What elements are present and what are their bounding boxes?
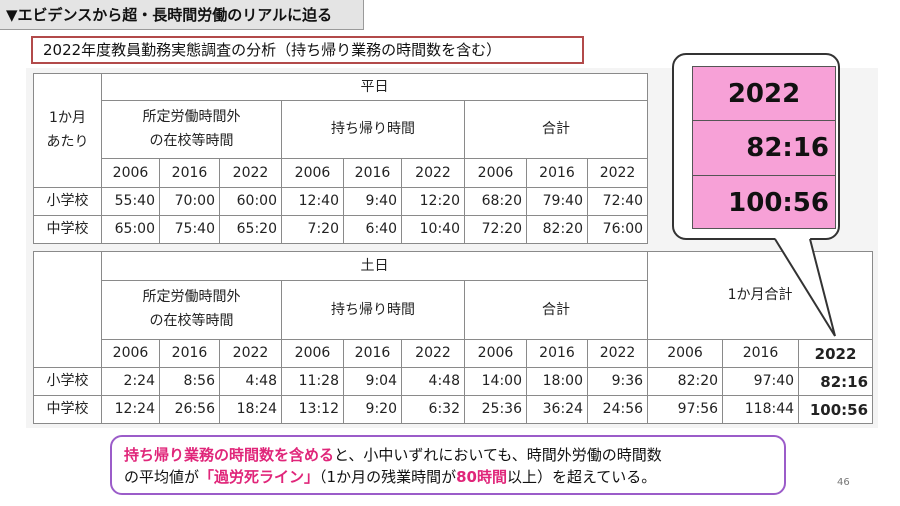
year-header: 2016 bbox=[159, 339, 220, 368]
monthly-total-header: 1か月合計 bbox=[647, 251, 874, 340]
table-row: 中学校 12:24 26:56 18:24 13:12 9:20 6:32 25… bbox=[33, 395, 874, 424]
table-cell: 12:20 bbox=[401, 187, 465, 216]
summary-box: 持ち帰り業務の時間数を含めると、小中いずれにおいても、時間外労働の時間数 の平均… bbox=[110, 435, 786, 495]
year-header: 2022 bbox=[401, 339, 465, 368]
row-label: 小学校 bbox=[33, 187, 102, 216]
callout-elementary-value: 82:16 bbox=[693, 121, 835, 176]
analysis-title: 2022年度教員勤務実態調査の分析（持ち帰り業務の時間数を含む） bbox=[31, 36, 584, 64]
summary-highlight-karoshi-line: 「過労死ライン」 bbox=[199, 468, 320, 486]
weekend-group-total: 合計 bbox=[463, 280, 649, 340]
table-cell: 36:24 bbox=[526, 395, 588, 424]
year-header: 2022 bbox=[586, 339, 649, 368]
table-cell: 7:20 bbox=[281, 215, 344, 244]
summary-text: 以上）を超えている。 bbox=[506, 468, 657, 486]
weekend-group-overtime: 所定労働時間外 の在校等時間 bbox=[101, 280, 282, 340]
table-cell: 9:36 bbox=[586, 367, 649, 396]
table-cell: 65:00 bbox=[101, 215, 160, 244]
table-cell: 65:20 bbox=[219, 215, 282, 244]
table-cell: 12:24 bbox=[101, 395, 160, 424]
table-cell: 18:00 bbox=[526, 367, 588, 396]
table-cell: 118:44 bbox=[722, 395, 800, 424]
table-row: 小学校 2:24 8:56 4:48 11:28 9:04 4:48 14:00… bbox=[33, 367, 874, 396]
row-header-line2: あたり bbox=[46, 133, 89, 150]
table-cell: 4:48 bbox=[219, 367, 282, 396]
table-row: 小学校 55:40 70:00 60:00 12:40 9:40 12:20 6… bbox=[33, 187, 649, 216]
table-cell: 14:00 bbox=[464, 367, 527, 396]
summary-highlight-80-hours: 80時間 bbox=[456, 468, 507, 486]
table-cell: 97:56 bbox=[647, 395, 724, 424]
table-cell: 72:20 bbox=[464, 215, 527, 244]
table-cell: 6:32 bbox=[401, 395, 465, 424]
weekend-group-takehome: 持ち帰り時間 bbox=[281, 280, 465, 340]
year-header: 2006 bbox=[281, 158, 344, 188]
table-cell: 8:56 bbox=[159, 367, 220, 396]
year-header: 2016 bbox=[343, 158, 402, 188]
weekend-group-overtime-line1: 所定労働時間外 bbox=[142, 289, 241, 306]
table-cell: 9:04 bbox=[343, 367, 402, 396]
year-header: 2016 bbox=[526, 339, 588, 368]
weekend-group-overtime-line2: の在校等時間 bbox=[149, 313, 234, 329]
row-label: 小学校 bbox=[33, 367, 102, 396]
table-cell: 6:40 bbox=[343, 215, 402, 244]
table-cell: 18:24 bbox=[219, 395, 282, 424]
weekend-table: 土日 1か月合計 所定労働時間外 の在校等時間 持ち帰り時間 合計 2006 2… bbox=[33, 251, 874, 424]
table-cell: 10:40 bbox=[401, 215, 465, 244]
table-cell: 72:40 bbox=[586, 187, 649, 216]
summary-text: の平均値が bbox=[124, 468, 200, 486]
year-header: 2022 bbox=[219, 158, 282, 188]
weekday-group-total: 合計 bbox=[463, 100, 649, 159]
weekday-title: 平日 bbox=[100, 73, 649, 101]
weekday-group-overtime-line1: 所定労働時間外 bbox=[142, 108, 241, 125]
weekday-group-overtime: 所定労働時間外 の在校等時間 bbox=[101, 100, 282, 159]
summary-text: と、小中いずれにおいても、時間外労働の時間数 bbox=[334, 446, 662, 464]
table-cell: 76:00 bbox=[586, 215, 649, 244]
table-cell: 70:00 bbox=[159, 187, 220, 216]
weekday-group-takehome: 持ち帰り時間 bbox=[281, 100, 465, 159]
table-cell: 13:12 bbox=[281, 395, 344, 424]
row-header-line1: 1か月 bbox=[49, 109, 86, 126]
year-header: 2016 bbox=[159, 158, 220, 188]
table-cell-highlight: 100:56 bbox=[798, 395, 874, 424]
table-cell: 11:28 bbox=[281, 367, 344, 396]
summary-highlight-takehome: 持ち帰り業務の時間数を含める bbox=[124, 446, 335, 464]
year-header: 2006 bbox=[101, 339, 160, 368]
table-cell: 75:40 bbox=[159, 215, 220, 244]
year-header: 2022 bbox=[219, 339, 282, 368]
table-cell: 26:56 bbox=[159, 395, 220, 424]
weekend-title: 土日 bbox=[100, 251, 649, 281]
table-cell: 25:36 bbox=[464, 395, 527, 424]
table-cell: 82:20 bbox=[647, 367, 724, 396]
summary-text: （1か月の残業時間が bbox=[319, 468, 457, 486]
year-header: 2016 bbox=[722, 339, 800, 368]
table-cell: 9:40 bbox=[343, 187, 402, 216]
year-header: 2016 bbox=[343, 339, 402, 368]
section-title: ▼エビデンスから超・長時間労働のリアルに迫る bbox=[0, 0, 364, 30]
callout-box: 2022 82:16 100:56 bbox=[692, 66, 836, 229]
row-header-cell: 1か月 あたり bbox=[33, 73, 102, 188]
row-label: 中学校 bbox=[33, 215, 102, 244]
row-header-empty bbox=[33, 251, 102, 368]
callout-junior-high-value: 100:56 bbox=[728, 187, 829, 218]
page-number: 46 bbox=[837, 477, 850, 488]
year-header: 2022 bbox=[586, 158, 649, 188]
year-header: 2006 bbox=[101, 158, 160, 188]
table-row: 中学校 65:00 75:40 65:20 7:20 6:40 10:40 72… bbox=[33, 215, 649, 244]
year-header: 2006 bbox=[464, 339, 527, 368]
year-header: 2022 bbox=[401, 158, 465, 188]
row-label: 中学校 bbox=[33, 395, 102, 424]
table-cell: 24:56 bbox=[586, 395, 649, 424]
weekday-table: 1か月 あたり 平日 所定労働時間外 の在校等時間 持ち帰り時間 合計 2006… bbox=[33, 73, 649, 244]
table-cell: 55:40 bbox=[101, 187, 160, 216]
weekday-group-overtime-line2: の在校等時間 bbox=[149, 132, 234, 149]
callout-year: 2022 bbox=[693, 67, 835, 122]
